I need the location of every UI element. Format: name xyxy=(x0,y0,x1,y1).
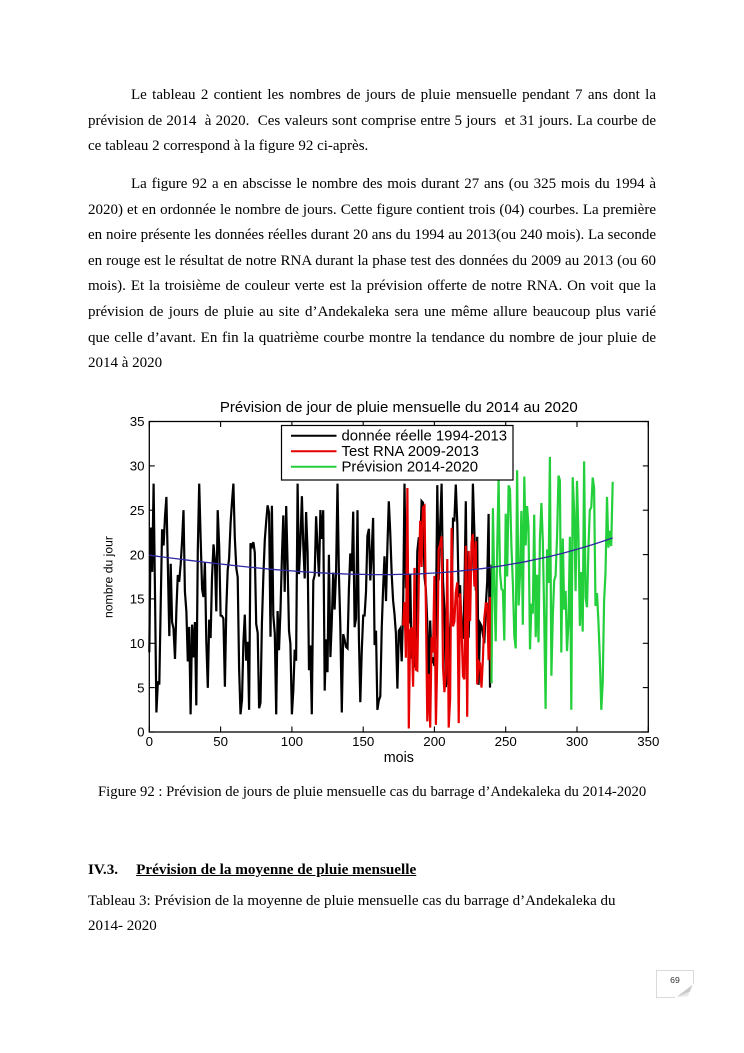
svg-text:Test RNA 2009-2013: Test RNA 2009-2013 xyxy=(342,444,479,460)
svg-text:0: 0 xyxy=(146,734,153,749)
svg-text:150: 150 xyxy=(352,734,374,749)
svg-text:100: 100 xyxy=(281,734,303,749)
svg-text:donnée réelle 1994-2013: donnée réelle 1994-2013 xyxy=(342,428,508,444)
svg-text:0: 0 xyxy=(137,725,144,740)
svg-text:50: 50 xyxy=(213,734,228,749)
svg-text:20: 20 xyxy=(130,547,145,562)
svg-text:mois: mois xyxy=(384,750,414,766)
svg-text:Prévision de jour de pluie men: Prévision de jour de pluie mensuelle du … xyxy=(220,399,578,416)
svg-text:nombre du jour: nombre du jour xyxy=(101,536,115,618)
svg-text:200: 200 xyxy=(423,734,445,749)
svg-text:15: 15 xyxy=(130,592,145,607)
svg-text:Prévision 2014-2020: Prévision 2014-2020 xyxy=(342,459,479,475)
svg-text:35: 35 xyxy=(130,414,145,429)
svg-text:250: 250 xyxy=(495,734,517,749)
svg-text:25: 25 xyxy=(130,503,145,518)
svg-text:5: 5 xyxy=(137,680,144,695)
svg-text:30: 30 xyxy=(130,459,145,474)
svg-text:300: 300 xyxy=(566,734,588,749)
svg-text:350: 350 xyxy=(637,734,659,749)
svg-text:10: 10 xyxy=(130,636,145,651)
